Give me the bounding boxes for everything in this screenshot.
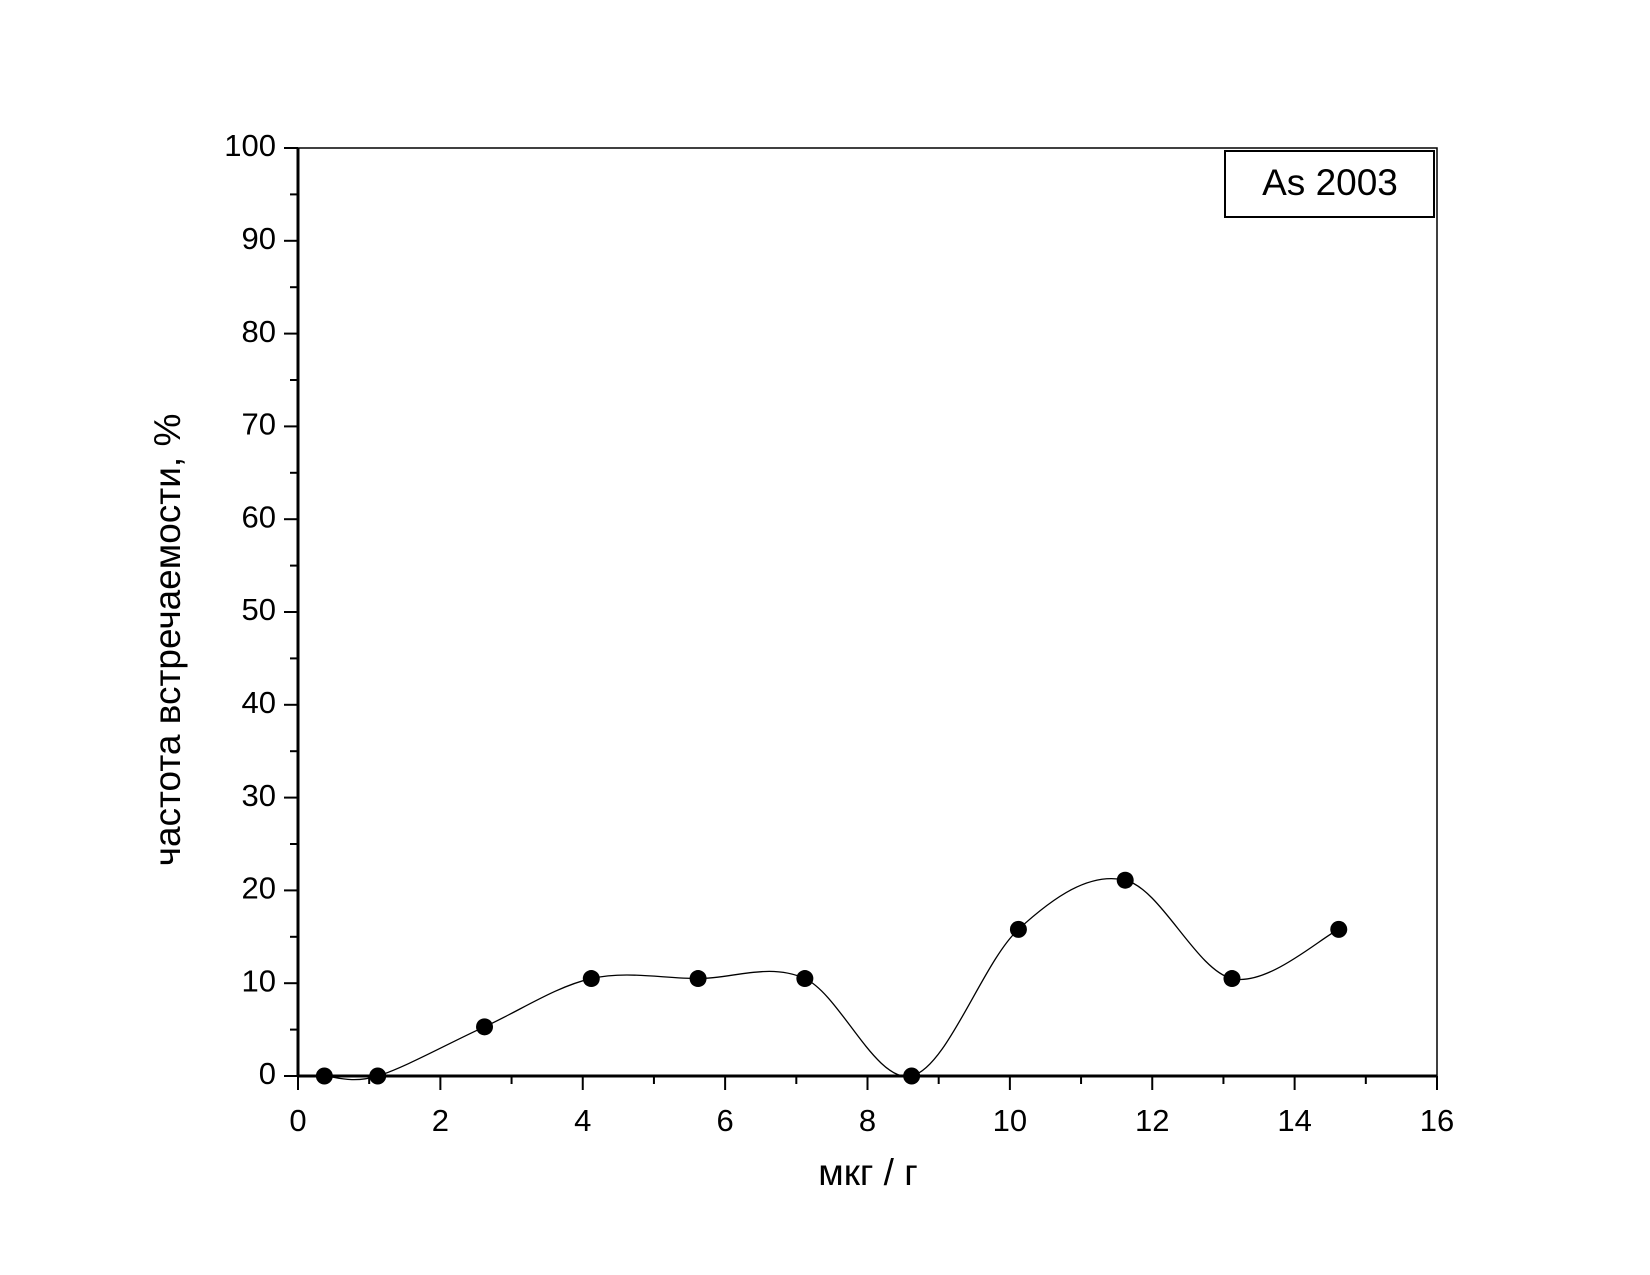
data-point (1116, 871, 1134, 889)
legend-box (1224, 150, 1435, 218)
x-axis-title: мкг / г (818, 1152, 917, 1193)
y-tick-label: 80 (242, 314, 276, 349)
x-tick-label: 12 (1135, 1103, 1169, 1138)
y-tick-label: 50 (242, 592, 276, 627)
x-tick-label: 16 (1420, 1103, 1454, 1138)
data-point (689, 970, 707, 988)
y-tick-label: 60 (242, 499, 276, 534)
data-point (1223, 970, 1241, 988)
legend-label: As 2003 (1262, 162, 1398, 203)
y-tick-label: 90 (242, 221, 276, 256)
data-point (796, 970, 814, 988)
x-tick-label: 10 (993, 1103, 1027, 1138)
series-line (324, 878, 1340, 1081)
y-tick-label: 30 (242, 778, 276, 813)
x-tick-label: 4 (574, 1103, 591, 1138)
x-tick-label: 14 (1277, 1103, 1311, 1138)
y-tick-label: 70 (242, 407, 276, 442)
data-point (903, 1067, 921, 1085)
data-point (369, 1067, 387, 1085)
y-tick-label: 0 (259, 1056, 276, 1091)
data-point (476, 1018, 494, 1036)
data-point (582, 970, 600, 988)
data-point (1330, 920, 1348, 938)
x-tick-label: 0 (289, 1103, 306, 1138)
x-tick-label: 2 (432, 1103, 449, 1138)
y-tick-label: 100 (224, 128, 276, 163)
data-point (315, 1067, 333, 1085)
data-point (1009, 920, 1027, 938)
y-tick-label: 40 (242, 685, 276, 720)
x-tick-label: 8 (859, 1103, 876, 1138)
y-axis-title: частота встречаемости, % (147, 414, 188, 867)
y-tick-label: 10 (242, 963, 276, 998)
y-tick-label: 20 (242, 871, 276, 906)
plot-frame (297, 147, 1438, 1077)
x-tick-label: 6 (717, 1103, 734, 1138)
